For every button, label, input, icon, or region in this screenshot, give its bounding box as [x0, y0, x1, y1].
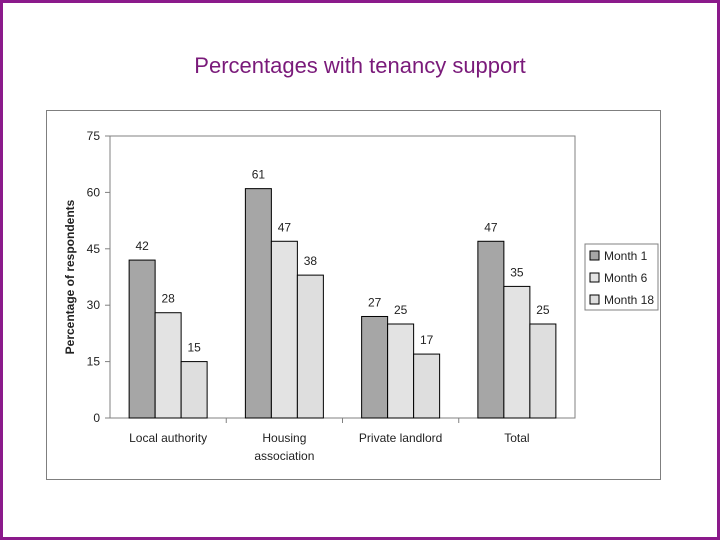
y-tick-label: 15 [87, 355, 101, 369]
bar [270, 240, 298, 419]
legend-label: Month 6 [604, 271, 648, 285]
bar-value-label: 25 [394, 303, 408, 317]
bar-value-label: 28 [161, 292, 175, 306]
category-label: Local authority [129, 431, 207, 445]
legend-swatch [589, 250, 600, 261]
bar-value-label: 35 [510, 265, 524, 279]
legend-swatch [589, 272, 600, 283]
bar [413, 353, 441, 419]
y-axis-label: Percentage of respondents [63, 199, 77, 354]
bar-chart: 0 15 30 45 60 75 Percentage of respondents 42 28… [63, 129, 659, 463]
bar-value-label: 15 [187, 341, 201, 355]
category-label: Housing [262, 431, 306, 445]
bar-value-label: 47 [278, 220, 292, 234]
category-label: Total [504, 431, 529, 445]
bar [180, 361, 208, 419]
bar [503, 285, 531, 419]
y-tick-label: 60 [87, 185, 101, 199]
bar-value-label: 38 [304, 254, 318, 268]
category-label: association [254, 449, 314, 463]
y-tick-label: 75 [87, 129, 101, 143]
y-tick-label: 30 [87, 298, 101, 312]
legend-label: Month 1 [604, 249, 648, 263]
bar-value-label: 42 [135, 239, 149, 253]
bar-value-label: 27 [368, 295, 382, 309]
bar [361, 315, 389, 419]
bar [477, 240, 505, 419]
slide-title: Percentages with tenancy support [194, 53, 526, 78]
legend-swatch [589, 294, 600, 305]
legend-label: Month 18 [604, 293, 654, 307]
category-label: Private landlord [359, 431, 442, 445]
bar [529, 323, 557, 419]
bar-value-label: 61 [252, 168, 266, 182]
bar-value-label: 47 [484, 220, 498, 234]
bar [128, 259, 156, 419]
bar [244, 188, 272, 419]
bar [154, 312, 182, 419]
bar [296, 274, 324, 419]
bar-value-label: 17 [420, 333, 434, 347]
bar-value-label: 25 [536, 303, 550, 317]
bar [387, 323, 415, 419]
y-tick-label: 0 [93, 411, 100, 425]
chart-frame: 0 15 30 45 60 75 Percentage of respondents 42 28… [46, 110, 661, 480]
y-tick-label: 45 [87, 242, 101, 256]
